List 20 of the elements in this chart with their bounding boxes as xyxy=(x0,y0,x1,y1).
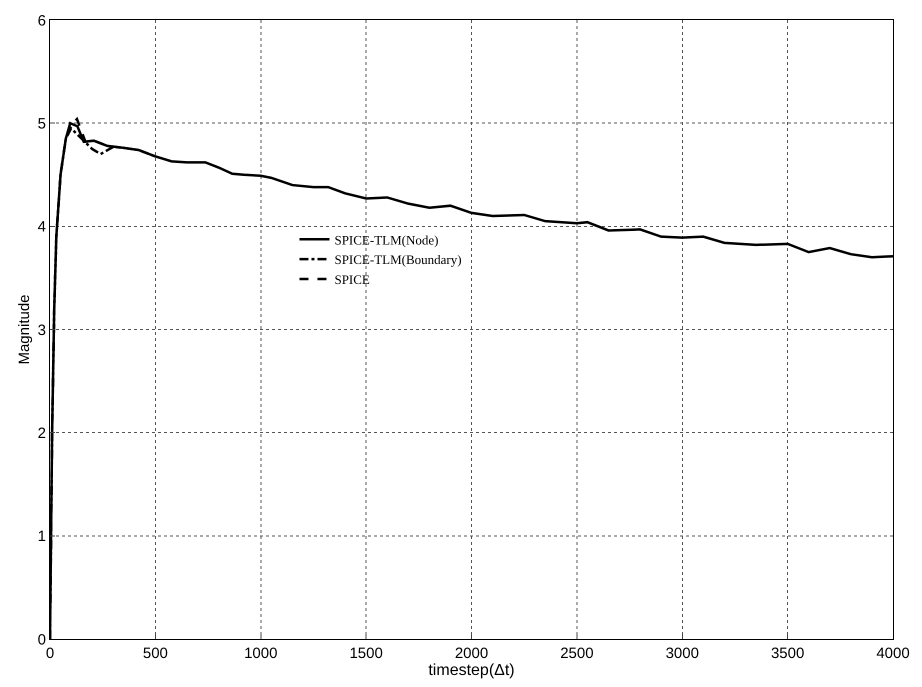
y-axis-title: Magnitude xyxy=(16,294,33,365)
y-tick-label: 5 xyxy=(38,115,46,132)
legend-label: SPICE xyxy=(334,272,370,288)
x-axis-title: timestep(Δt) xyxy=(428,662,515,679)
x-tick-label: 3000 xyxy=(666,645,699,662)
x-tick-label: 3500 xyxy=(770,645,804,662)
x-tick-label: 4000 xyxy=(876,645,910,662)
y-tick-label: 6 xyxy=(38,12,46,30)
y-tick-label: 2 xyxy=(38,424,46,442)
y-tick-label: 4 xyxy=(38,218,46,236)
y-tick-label: 0 xyxy=(38,631,46,648)
legend-label: SPICE-TLM(Boundary) xyxy=(334,252,462,268)
x-tick-label: 2000 xyxy=(454,645,488,662)
x-tick-label: 500 xyxy=(142,645,168,662)
y-tick-label: 1 xyxy=(38,528,46,546)
x-tick-label: 1000 xyxy=(244,645,278,662)
legend-label: SPICE-TLM(Node) xyxy=(334,232,438,248)
x-tick-label: 1500 xyxy=(349,645,383,662)
y-tick-label: 3 xyxy=(38,322,46,339)
x-tick-label: 2500 xyxy=(560,645,594,662)
